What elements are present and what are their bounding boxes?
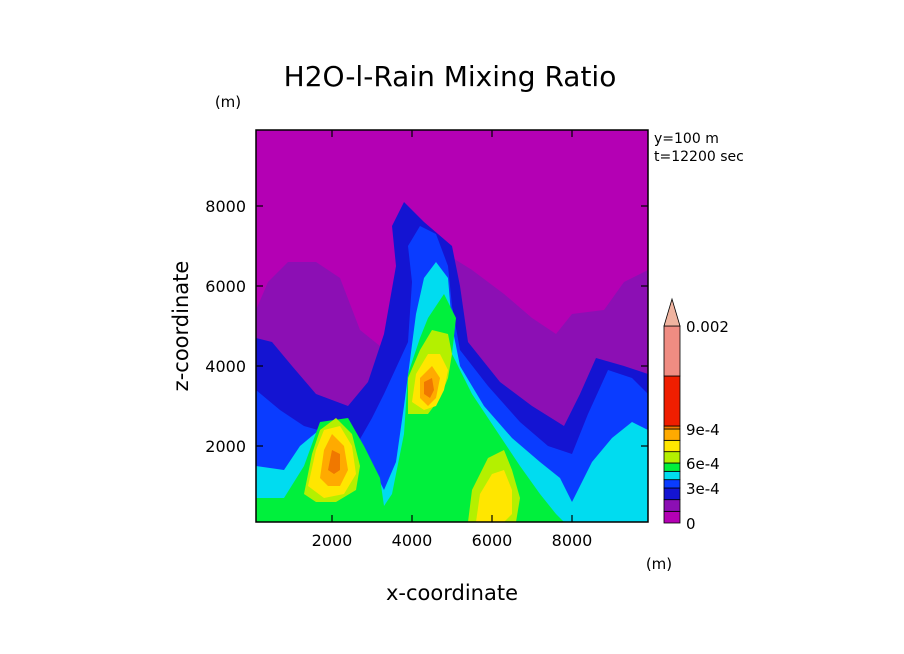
plot-frame [255,129,649,523]
colorbar-labels: 0 3e-4 6e-4 9e-4 0.002 [686,318,729,533]
y-axis-label: z-coordinate [169,261,193,392]
colorbar-band [663,487,681,501]
contour-regions [256,130,648,522]
colorbar-band [663,325,681,377]
colorbar-band [663,470,681,481]
x-axis-label: x-coordinate [386,581,518,605]
x-axis-ticks: 2000 4000 6000 8000 [312,130,593,550]
y-tick-label: 2000 [205,437,246,456]
colorbar-band [663,425,681,430]
colorbar-label: 0.002 [686,318,729,336]
contour-region-level-7 [476,470,512,522]
x-tick-label: 6000 [472,531,513,550]
x-tick-label: 4000 [392,531,433,550]
contour-region-level-9 [328,450,340,474]
info-line-2: t=12200 sec [654,149,744,165]
colorbar-label: 6e-4 [686,455,720,473]
y-unit-label: (m) [215,93,241,111]
colorbar-band [663,375,681,427]
colorbar-band [663,451,681,464]
y-tick-label: 8000 [205,197,246,216]
y-tick-label: 4000 [205,357,246,376]
colorbar-band [663,499,681,512]
colorbar [663,297,681,524]
colorbar-band [663,479,681,489]
colorbar-label: 9e-4 [686,421,720,439]
contour-region-level-9 [424,378,434,398]
colorbar-band [663,462,681,472]
colorbar-band [663,510,681,524]
info-line-1: y=100 m [654,131,719,147]
chart-title: H2O-l-Rain Mixing Ratio [284,60,617,93]
x-unit-label: (m) [646,555,672,573]
x-tick-label: 2000 [312,531,353,550]
colorbar-label: 3e-4 [686,480,720,498]
colorbar-band [663,428,681,441]
y-tick-label: 6000 [205,277,246,296]
y-axis-ticks: 2000 4000 6000 8000 [205,197,648,456]
colorbar-overflow-triangle [663,297,681,327]
x-tick-label: 8000 [552,531,593,550]
colorbar-label: 0 [686,515,696,533]
colorbar-band [663,439,681,453]
